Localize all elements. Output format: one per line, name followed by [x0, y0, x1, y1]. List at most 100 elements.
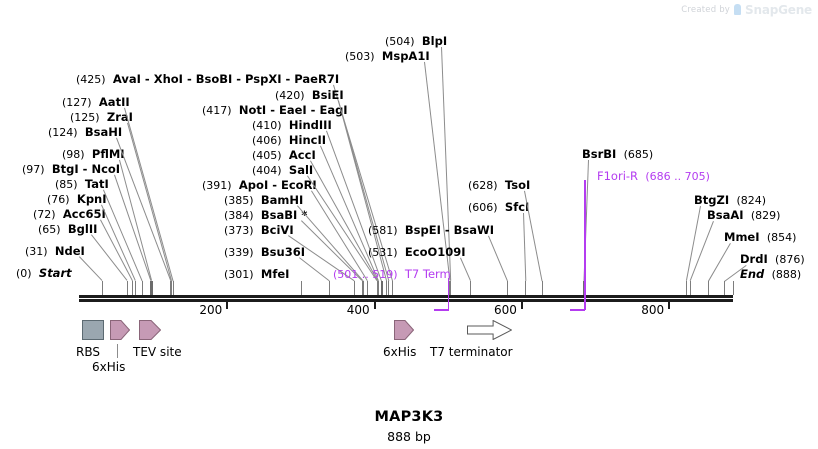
feature-label-6xhis-right: 6xHis — [383, 345, 417, 359]
cut-site-tick-pflmi — [151, 281, 154, 295]
enzyme-label-zrai[interactable]: (125) ZraI — [70, 111, 133, 124]
enzyme-label-kpni[interactable]: (76) KpnI — [47, 193, 107, 206]
enzyme-label-bsu36i[interactable]: (339) Bsu36I — [224, 246, 305, 259]
enzyme-label-bsiei[interactable]: (420) BsiEI — [275, 89, 344, 102]
watermark-created-label: Created by — [681, 5, 731, 15]
cut-site-tick-zrai — [171, 281, 173, 295]
feature-stem-6xhis-left — [117, 344, 118, 358]
enzyme-label-mfei[interactable]: (301) MfeI — [224, 268, 289, 281]
enzyme-name: TsoI — [504, 178, 531, 192]
enzyme-label-sfci[interactable]: (606) SfcI — [468, 201, 529, 214]
enzyme-position: (417) — [202, 104, 232, 117]
enzyme-label-btgi-ncoi[interactable]: (97) BtgI - NcoI — [22, 163, 120, 176]
feature-glyph-rbs[interactable] — [82, 320, 104, 340]
enzyme-name: SalI — [288, 163, 314, 177]
scale-tick-600 — [520, 302, 523, 309]
cut-site-tick-bglii — [126, 281, 128, 295]
enzyme-label-bcivi[interactable]: (373) BciVI — [224, 224, 294, 237]
enzyme-name: AvaI - XhoI - BsoBI - PspXI - PaeR7I — [112, 72, 340, 86]
enzyme-label-bspei-bsawi[interactable]: (581) BspEI - BsaWI — [368, 224, 494, 237]
feature-label-tev-site: TEV site — [133, 345, 182, 359]
cut-site-tick-noti-group — [386, 281, 388, 295]
enzyme-label-acc65i[interactable]: (72) Acc65I — [33, 208, 106, 221]
map-size-label: 888 bp — [387, 429, 431, 444]
enzyme-label-sali[interactable]: (404) SalI — [252, 164, 313, 177]
enzyme-position: (339) — [224, 246, 254, 259]
feature-glyph-t7-terminator[interactable] — [467, 319, 513, 341]
enzyme-name: MmeI — [724, 230, 760, 244]
enzyme-label-blpi[interactable]: (504) BlpI — [385, 35, 447, 48]
enzyme-position: (503) — [345, 50, 375, 63]
enzyme-name: DrdI — [740, 252, 768, 266]
leader-line-bspei-bsawi — [488, 235, 508, 281]
enzyme-position: (373) — [224, 224, 254, 237]
enzyme-label-start[interactable]: (0) Start — [16, 267, 72, 280]
enzyme-label-apoi-ecori[interactable]: (391) ApoI - EcoRI — [202, 179, 317, 192]
feature-mark-bracket-f1ori-r — [570, 309, 586, 311]
enzyme-label-bglii[interactable]: (65) BglII — [38, 223, 97, 236]
cut-site-tick-blpi — [450, 281, 452, 295]
enzyme-position: (504) — [385, 35, 415, 48]
cut-site-tick-mfei — [300, 281, 302, 295]
enzyme-label-mmei[interactable]: MmeI (854) — [724, 231, 796, 244]
enzyme-label-drdi[interactable]: DrdI (876) — [740, 253, 805, 266]
enzyme-label-ecoo109i[interactable]: (531) EcoO109I — [368, 246, 466, 259]
feature-glyph-6xhis-right[interactable] — [394, 320, 415, 340]
enzyme-label-bsabi[interactable]: (384) BsaBI * — [224, 209, 307, 222]
feature-glyph-6xhis-left[interactable] — [110, 320, 131, 340]
enzyme-label-hincii[interactable]: (406) HincII — [252, 134, 326, 147]
feature-mark-line-t7-term — [447, 278, 450, 310]
enzyme-position: (824) — [736, 194, 767, 207]
cut-site-tick-bsahi — [170, 281, 172, 295]
cut-site-tick-sfci — [525, 281, 527, 295]
watermark-brand-label: SnapGene — [745, 3, 812, 17]
enzyme-label-bsahi[interactable]: (124) BsaHI — [48, 126, 122, 139]
map-title-block: MAP3K3 888 bp — [0, 409, 818, 444]
enzyme-label-btgzi[interactable]: BtgZI (824) — [694, 194, 766, 207]
enzyme-label-hindiii[interactable]: (410) HindIII — [252, 119, 332, 132]
enzyme-label-bamhi[interactable]: (385) BamHI — [224, 194, 303, 207]
ruler-feature-label-f1ori-r[interactable]: F1ori-R (686 .. 705) — [597, 170, 710, 183]
enzyme-name: NotI - EaeI - EagI — [238, 103, 348, 117]
enzyme-label-tsoi[interactable]: (628) TsoI — [468, 179, 530, 192]
enzyme-name: HindIII — [288, 118, 332, 132]
enzyme-position: (829) — [750, 209, 781, 222]
enzyme-position: (301) — [224, 268, 254, 281]
enzyme-name: MfeI — [260, 267, 290, 281]
enzyme-label-noti-group[interactable]: (417) NotI - EaeI - EagI — [202, 104, 348, 117]
enzyme-label-acci[interactable]: (405) AccI — [252, 149, 316, 162]
feature-glyph-tev-site[interactable] — [139, 320, 162, 340]
enzyme-position: (384) — [224, 209, 254, 222]
cut-site-tick-avai-group — [392, 281, 393, 295]
enzyme-name: BciVI — [260, 223, 294, 237]
enzyme-name: Acc65I — [62, 207, 106, 221]
enzyme-label-bsrbi[interactable]: BsrBI (685) — [582, 148, 653, 161]
enzyme-label-avai-group[interactable]: (425) AvaI - XhoI - BsoBI - PspXI - PaeR… — [76, 73, 339, 86]
cut-site-tick-bspei-bsawi — [506, 281, 508, 295]
enzyme-position: (404) — [252, 164, 282, 177]
scale-label-200: 200 — [199, 303, 223, 317]
ruler-feature-range: (686 .. 705) — [645, 170, 710, 183]
enzyme-position: (854) — [766, 231, 797, 244]
enzyme-name: ApoI - EcoRI — [238, 178, 317, 192]
leader-line-tsoi — [524, 190, 543, 281]
enzyme-label-pflmi[interactable]: (98) PflMI — [62, 148, 125, 161]
enzyme-name: BsrBI — [582, 147, 617, 161]
enzyme-position: (606) — [468, 201, 498, 214]
enzyme-label-mspa1i[interactable]: (503) MspA1I — [345, 50, 430, 63]
ruler-feature-label-t7-term[interactable]: (501 .. 519) T7 Term — [333, 268, 451, 281]
enzyme-label-tati[interactable]: (85) TatI — [55, 178, 109, 191]
enzyme-label-end[interactable]: End (888) — [740, 268, 801, 281]
enzyme-label-aatii[interactable]: (127) AatII — [62, 96, 130, 109]
enzyme-position: (76) — [47, 193, 70, 206]
enzyme-label-ndei[interactable]: (31) NdeI — [25, 245, 85, 258]
enzyme-position: (72) — [33, 208, 56, 221]
enzyme-name: AccI — [288, 148, 316, 162]
enzyme-label-bsaai[interactable]: BsaAI (829) — [707, 209, 780, 222]
cut-site-tick-bcivi — [353, 281, 355, 295]
enzyme-position: (531) — [368, 246, 398, 259]
ruler-feature-name: F1ori-R — [597, 169, 639, 183]
cut-site-tick-end — [733, 281, 734, 295]
enzyme-position: (125) — [70, 111, 100, 124]
enzyme-name: TatI — [84, 177, 109, 191]
